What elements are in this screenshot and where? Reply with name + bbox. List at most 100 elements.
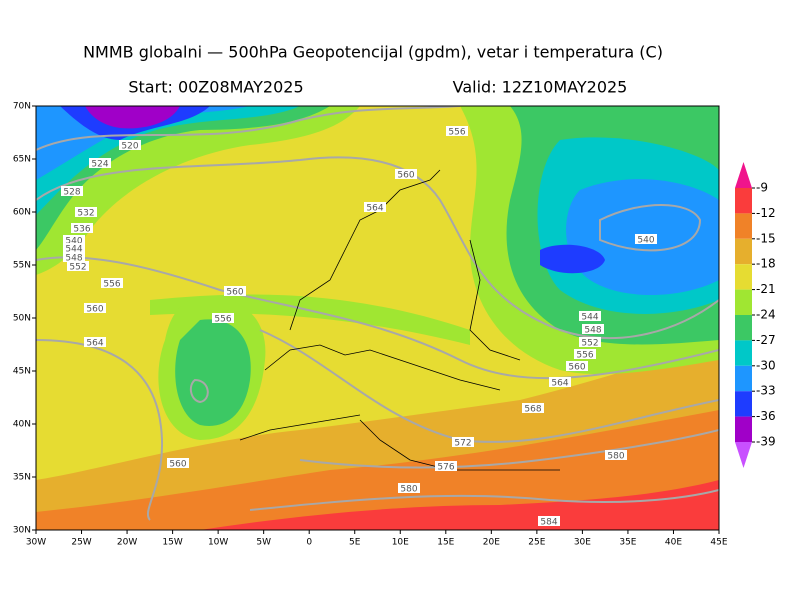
contour-label: 560 xyxy=(397,171,414,181)
lat-tick-label: 70N xyxy=(13,102,31,112)
contour-label: 560 xyxy=(169,460,186,470)
contour-label: 544 xyxy=(65,245,82,255)
lon-tick-label: 30E xyxy=(574,538,591,548)
contour-label-bg xyxy=(89,158,111,168)
contour-label-bg xyxy=(522,403,544,413)
lon-tick-label: 10E xyxy=(392,538,409,548)
contour-label: 564 xyxy=(86,339,103,349)
colorbar-cap xyxy=(735,162,752,188)
contour-label: 524 xyxy=(91,160,108,170)
colorbar-label: -24 xyxy=(756,308,776,322)
contour-label-bg xyxy=(582,324,604,334)
lon-tick-label: 0 xyxy=(306,538,312,548)
contour-label: 548 xyxy=(584,326,601,336)
contour-label: 528 xyxy=(63,188,80,198)
contour-label: 564 xyxy=(551,379,568,389)
colorbar-cap xyxy=(735,442,752,468)
colorbar-label: -12 xyxy=(756,206,776,220)
colorbar-label: -33 xyxy=(756,384,776,398)
start-time: Start: 00Z08MAY2025 xyxy=(128,78,303,97)
contour-label: 540 xyxy=(637,236,654,246)
contour-label: 560 xyxy=(226,288,243,298)
lon-tick-label: 5E xyxy=(349,538,361,548)
contour-label-bg xyxy=(67,261,89,271)
contour-label-bg xyxy=(212,313,234,323)
lon-tick-label: 25E xyxy=(528,538,545,548)
contour-label-bg xyxy=(224,286,246,296)
contour-label-bg xyxy=(75,207,97,217)
colorbar-segment xyxy=(735,391,752,417)
colorbar-label: -15 xyxy=(756,231,776,245)
contour-label-bg xyxy=(538,516,560,526)
contour-label-bg xyxy=(63,252,85,262)
contour-label-bg xyxy=(167,458,189,468)
lat-tick-label: 35N xyxy=(13,473,31,483)
contour-label: 584 xyxy=(540,518,557,528)
contour-label-bg xyxy=(84,303,106,313)
contour-label-bg xyxy=(452,437,474,447)
contour-label-bg xyxy=(61,186,83,196)
contour-label: 556 xyxy=(214,315,231,325)
colorbar-label: -30 xyxy=(756,358,776,372)
map-field xyxy=(36,106,719,530)
contour-label-bg xyxy=(364,202,386,212)
lon-tick-label: 15E xyxy=(437,538,454,548)
contour-label: 520 xyxy=(121,142,138,152)
lat-tick-label: 45N xyxy=(13,367,31,377)
contour-label: 552 xyxy=(581,339,598,349)
lon-tick-label: 40E xyxy=(665,538,682,548)
contour-label: 580 xyxy=(400,485,417,495)
contour-label: 556 xyxy=(448,128,465,138)
contour-label-bg xyxy=(119,140,141,150)
colorbar-segment xyxy=(735,264,752,290)
colorbar-segment xyxy=(735,289,752,315)
contour-label-bg xyxy=(566,361,588,371)
colorbar-label: -39 xyxy=(756,435,776,449)
contour-label-bg xyxy=(635,234,657,244)
colorbar-label: -36 xyxy=(756,409,776,423)
colorbar-label: -9 xyxy=(756,181,768,195)
colorbar-label: -27 xyxy=(756,333,776,347)
contour-label: 548 xyxy=(65,254,82,264)
lat-tick-label: 40N xyxy=(13,420,31,430)
colorbar-segment xyxy=(735,416,752,442)
title: NMMB globalni — 500hPa Geopotencijal (gp… xyxy=(83,43,663,62)
contour-label-bg xyxy=(101,278,123,288)
lon-tick-label: 45E xyxy=(710,538,727,548)
colorbar-segment xyxy=(735,365,752,392)
contour-label-bg xyxy=(71,223,93,233)
contour-label: 564 xyxy=(366,204,383,214)
lon-tick-label: 20E xyxy=(483,538,500,548)
colorbar-segment xyxy=(735,238,752,265)
contour-label-bg xyxy=(395,169,417,179)
contour-label-bg xyxy=(549,377,571,387)
colorbar-segment xyxy=(735,340,752,366)
colorbar: -9 -12 -15 -18 -21 -24 -27 -30 -33 -36 -39 xyxy=(735,162,776,468)
lon-tick-label: 15W xyxy=(162,538,182,548)
contour-label-bg xyxy=(435,461,457,471)
contour-label-bg xyxy=(574,349,596,359)
lat-tick-label: 50N xyxy=(13,314,31,324)
contour-label: 580 xyxy=(607,452,624,462)
contour-label-bg xyxy=(63,235,85,245)
valid-time: Valid: 12Z10MAY2025 xyxy=(453,78,628,97)
lat-tick-label: 60N xyxy=(13,208,31,218)
lon-tick-label: 30W xyxy=(26,538,46,548)
contour-label: 568 xyxy=(524,405,541,415)
contour-label: 556 xyxy=(576,351,593,361)
lon-tick-label: 20W xyxy=(117,538,137,548)
lon-tick-label: 25W xyxy=(71,538,91,548)
contour-label: 532 xyxy=(77,209,94,219)
colorbar-segment xyxy=(735,315,752,341)
lat-tick-label: 65N xyxy=(13,155,31,165)
contour-label: 572 xyxy=(454,439,471,449)
lon-tick-label: 5W xyxy=(256,538,271,548)
contour-label-bg xyxy=(605,450,627,460)
contour-label-bg xyxy=(63,243,85,253)
contour-label: 540 xyxy=(65,237,82,247)
contour-label-bg xyxy=(579,337,601,347)
lat-tick-label: 55N xyxy=(13,261,31,271)
contour-label: 556 xyxy=(103,280,120,290)
contour-label: 552 xyxy=(69,263,86,273)
